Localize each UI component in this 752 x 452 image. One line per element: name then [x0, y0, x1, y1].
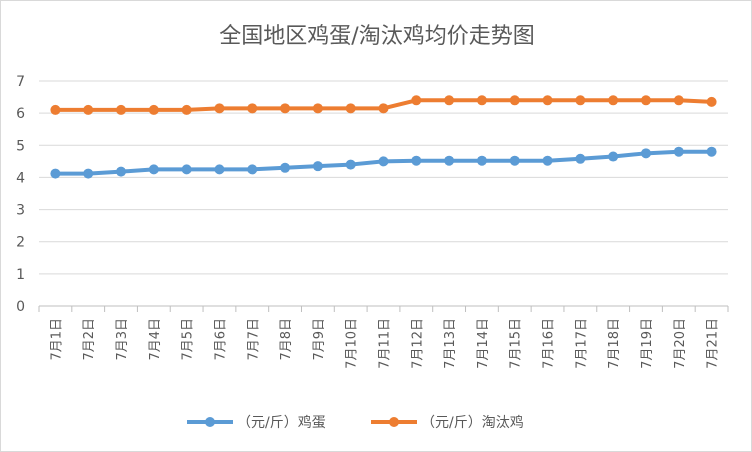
legend: （元/斤）鸡蛋 （元/斤）淘汰鸡: [187, 414, 524, 431]
data-point: [280, 103, 291, 114]
data-point: [411, 95, 422, 106]
x-tick-label: 7月6日: [213, 318, 228, 361]
x-tick-label: 7月4日: [148, 318, 163, 361]
data-point: [673, 95, 684, 106]
x-tick-label: 7月17日: [574, 318, 589, 369]
data-point: [181, 104, 192, 115]
data-point: [148, 104, 159, 115]
legend-marker: [205, 417, 215, 427]
data-point: [640, 148, 651, 159]
x-tick-label: 7月14日: [476, 318, 491, 369]
x-tick-label: 7月21日: [706, 318, 721, 369]
data-point: [476, 95, 487, 106]
data-point: [312, 103, 323, 114]
data-point: [640, 95, 651, 106]
data-point: [148, 164, 159, 175]
data-point: [83, 168, 94, 179]
series-1: [50, 146, 717, 179]
x-tick-label: 7月3日: [115, 318, 130, 361]
y-axis-ticks: 0 1 2 3 4 5 6 7: [16, 74, 25, 315]
y-tick-label: 0: [16, 299, 25, 315]
y-tick-label: 6: [16, 106, 25, 122]
data-point: [378, 103, 389, 114]
data-point: [542, 155, 553, 166]
y-tick-label: 5: [16, 138, 25, 154]
legend-item: （元/斤）淘汰鸡: [371, 414, 524, 431]
data-point: [444, 155, 455, 166]
legend-label: （元/斤）淘汰鸡: [421, 414, 524, 431]
data-point: [247, 103, 258, 114]
y-tick-label: 3: [16, 203, 25, 219]
data-point: [214, 164, 225, 175]
data-point: [411, 155, 422, 166]
data-point: [181, 164, 192, 175]
x-tick-label: 7月13日: [443, 318, 458, 369]
x-tick-label: 7月8日: [279, 318, 294, 361]
data-point: [608, 95, 619, 106]
data-point: [83, 104, 94, 115]
series-2: [50, 95, 717, 115]
legend-marker: [389, 417, 399, 427]
data-point: [575, 153, 586, 164]
x-tick-label: 7月16日: [542, 318, 557, 369]
data-point: [345, 159, 356, 170]
x-axis: 7月1日 7月2日 7月3日 7月4日 7月5日 7月6日 7月7日 7月8日 7月9日 7月10…: [38, 305, 729, 369]
x-tick-label: 7月18日: [607, 318, 622, 369]
x-tick-label: 7月20日: [673, 318, 688, 369]
y-tick-label: 4: [16, 170, 25, 186]
x-tick-label: 7月10日: [345, 318, 360, 369]
x-tick-label: 7月9日: [312, 318, 327, 361]
x-tick-label: 7月15日: [509, 318, 524, 369]
data-point: [575, 95, 586, 106]
x-tick-label: 7月5日: [181, 318, 196, 361]
data-point: [50, 104, 61, 115]
data-point: [509, 95, 520, 106]
data-point: [312, 161, 323, 172]
y-tick-label: 1: [16, 267, 25, 283]
data-point: [214, 103, 225, 114]
legend-label: （元/斤）鸡蛋: [237, 414, 326, 431]
x-tick-label: 7月2日: [82, 318, 97, 361]
data-point: [280, 162, 291, 173]
data-point: [509, 155, 520, 166]
x-tick-label: 7月11日: [378, 318, 393, 369]
x-tick-label: 7月19日: [640, 318, 655, 369]
data-point: [378, 156, 389, 167]
data-point: [345, 103, 356, 114]
data-point: [608, 151, 619, 162]
data-point: [247, 164, 258, 175]
data-point: [706, 146, 717, 157]
data-point: [116, 104, 127, 115]
legend-item: （元/斤）鸡蛋: [187, 414, 326, 431]
x-tick-label: 7月7日: [246, 318, 261, 361]
data-point: [542, 95, 553, 106]
data-point: [706, 96, 717, 107]
data-point: [50, 168, 61, 179]
y-tick-label: 7: [16, 74, 25, 90]
x-tick-label: 7月12日: [410, 318, 425, 369]
data-point: [444, 95, 455, 106]
y-tick-label: 2: [16, 235, 25, 251]
data-point: [116, 166, 127, 177]
data-point: [476, 155, 487, 166]
data-point: [673, 146, 684, 157]
x-tick-label: 7月1日: [49, 318, 64, 361]
series-layer: [50, 95, 717, 179]
chart-title: 全国地区鸡蛋/淘汰鸡均价走势图: [219, 24, 534, 49]
